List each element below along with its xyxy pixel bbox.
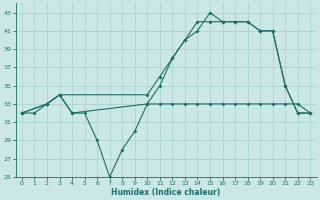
X-axis label: Humidex (Indice chaleur): Humidex (Indice chaleur) bbox=[111, 188, 221, 197]
